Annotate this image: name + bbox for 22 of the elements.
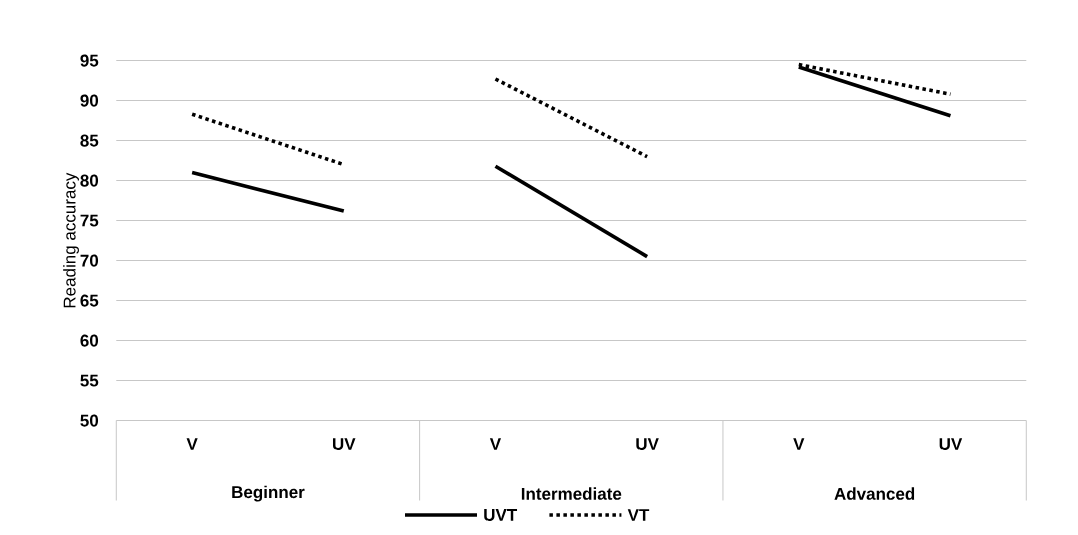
y-tick-label: 60 xyxy=(80,334,99,347)
y-tick-label: 75 xyxy=(80,214,99,227)
y-tick-label: 95 xyxy=(80,54,99,67)
legend-label: VT xyxy=(627,509,650,521)
text: Advanced xyxy=(834,487,915,500)
x-tick-label: UV xyxy=(939,438,963,450)
x-tick-label: UV xyxy=(332,438,356,450)
text: Intermediate xyxy=(521,487,622,500)
legend-label: UVT xyxy=(484,509,518,521)
y-tick-label: 80 xyxy=(80,174,99,187)
y-axis-title: Reading accuracy xyxy=(63,172,79,308)
y-tick-label: 90 xyxy=(80,94,99,107)
text: Beginner xyxy=(232,485,305,502)
x-tick-label: V xyxy=(186,438,198,450)
y-tick-label: 55 xyxy=(80,374,99,387)
x-tick-label: V xyxy=(793,438,805,450)
x-tick-label: UV xyxy=(636,438,659,450)
y-tick-label: 50 xyxy=(80,414,99,427)
y-tick-label: 85 xyxy=(80,134,99,147)
x-tick-label: V xyxy=(489,438,502,450)
y-tick-label: 70 xyxy=(80,254,99,267)
y-tick-label: 65 xyxy=(80,294,99,307)
